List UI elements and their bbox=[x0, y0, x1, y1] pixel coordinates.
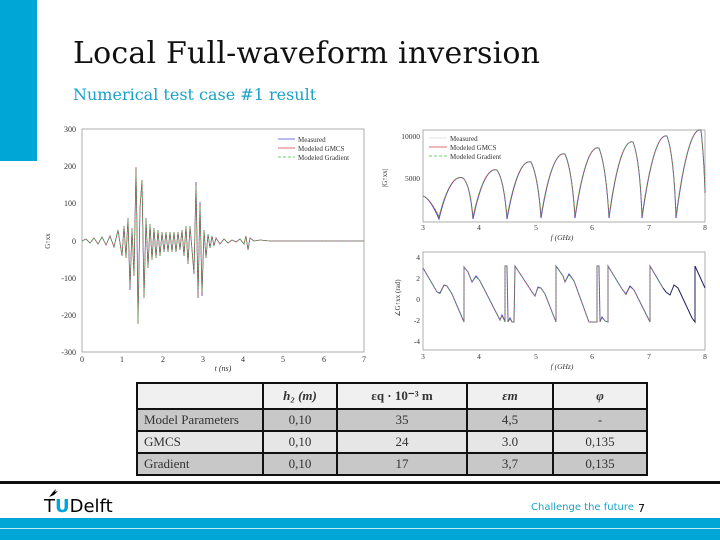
magnitude-chart: 10000 5000 3 4 5 6 7 8 f (GHz) |G↑xx| Me… bbox=[381, 129, 707, 242]
table-cell: 4,5 bbox=[466, 408, 554, 432]
y-axis-label: G↑xx bbox=[44, 233, 52, 249]
x-tick: 5 bbox=[281, 355, 285, 364]
legend-item: Modeled Gradient bbox=[450, 153, 501, 161]
y-tick: -300 bbox=[61, 348, 76, 357]
table-header: εm bbox=[466, 382, 554, 410]
table-cell: 3.0 bbox=[466, 430, 554, 454]
phase-chart: 4 2 0 -2 -4 3 4 5 6 7 8 f (GHz) ∠G↑xx (r… bbox=[394, 251, 707, 371]
y-tick: 0 bbox=[72, 237, 76, 246]
footer-stripe bbox=[0, 528, 720, 529]
table-header bbox=[136, 382, 264, 410]
x-tick: 5 bbox=[534, 352, 538, 361]
x-tick: 6 bbox=[590, 352, 594, 361]
x-tick: 7 bbox=[647, 352, 651, 361]
table-cell: Gradient bbox=[136, 452, 264, 476]
y-tick: 10000 bbox=[401, 132, 420, 141]
legend-item: Measured bbox=[450, 135, 478, 143]
x-tick: 7 bbox=[362, 355, 366, 364]
table-header: εq · 10⁻³ m bbox=[336, 382, 468, 410]
y-tick: -100 bbox=[61, 274, 76, 283]
x-tick: 3 bbox=[421, 352, 425, 361]
table-cell: 0,10 bbox=[262, 452, 338, 476]
legend-item: Modeled GMCS bbox=[298, 145, 345, 153]
logo-u: U bbox=[55, 496, 70, 517]
logo-text: TUDelft bbox=[44, 496, 113, 517]
x-tick: 6 bbox=[322, 355, 326, 364]
time-domain-chart: 300 200 100 0 -100 -200 -300 0 1 2 3 4 5… bbox=[44, 125, 366, 373]
x-tick: 8 bbox=[703, 223, 707, 232]
x-tick: 6 bbox=[590, 223, 594, 232]
table-cell: 0,10 bbox=[262, 430, 338, 454]
table-cell: 0,135 bbox=[552, 430, 648, 454]
y-tick: 100 bbox=[64, 199, 76, 208]
y-axis-label: ∠G↑xx (rad) bbox=[394, 279, 402, 317]
x-tick: 8 bbox=[703, 352, 707, 361]
y-tick: -200 bbox=[61, 311, 76, 320]
table-row: Gradient 0,10 17 3,7 0,135 bbox=[136, 452, 648, 476]
legend-item: Modeled Gradient bbox=[298, 154, 349, 162]
table-cell: 0,135 bbox=[552, 452, 648, 476]
legend-item: Modeled GMCS bbox=[450, 144, 497, 152]
table-row: Model Parameters 0,10 35 4,5 - bbox=[136, 408, 648, 432]
tagline: Challenge the future bbox=[531, 502, 634, 513]
x-tick: 1 bbox=[120, 355, 124, 364]
x-axis-label: f (GHz) bbox=[551, 233, 574, 242]
logo-t: T bbox=[44, 496, 55, 517]
table-header: φ bbox=[552, 382, 648, 410]
x-axis-label: f (GHz) bbox=[551, 362, 574, 371]
x-tick: 3 bbox=[421, 223, 425, 232]
table-cell: Model Parameters bbox=[136, 408, 264, 432]
table-cell: GMCS bbox=[136, 430, 264, 454]
table-cell: - bbox=[552, 408, 648, 432]
legend: Measured Modeled GMCS Modeled Gradient bbox=[429, 135, 501, 161]
x-tick: 4 bbox=[241, 355, 245, 364]
table-header: h₂ (m) bbox=[262, 382, 338, 410]
flame-icon bbox=[49, 489, 58, 497]
table-cell: 24 bbox=[336, 430, 468, 454]
slide-subtitle: Numerical test case #1 result bbox=[73, 85, 317, 104]
y-tick: 0 bbox=[416, 295, 420, 304]
logo-delft: Delft bbox=[69, 496, 113, 517]
table-cell: 17 bbox=[336, 452, 468, 476]
tudelft-logo: TUDelft bbox=[44, 489, 124, 518]
y-tick: 5000 bbox=[405, 174, 420, 183]
table-cell: 3,7 bbox=[466, 452, 554, 476]
x-tick: 4 bbox=[477, 352, 481, 361]
legend-item: Measured bbox=[298, 136, 326, 144]
accent-sidebar bbox=[0, 0, 37, 161]
y-tick: 4 bbox=[416, 253, 420, 262]
x-tick: 4 bbox=[477, 223, 481, 232]
results-table: h₂ (m) εq · 10⁻³ m εm φ Model Parameters… bbox=[136, 382, 648, 476]
footer-band bbox=[0, 518, 720, 540]
y-tick: 200 bbox=[64, 162, 76, 171]
table-cell: 0,10 bbox=[262, 408, 338, 432]
x-axis-label: t (ns) bbox=[215, 364, 232, 373]
x-tick: 7 bbox=[647, 223, 651, 232]
table-row: GMCS 0,10 24 3.0 0,135 bbox=[136, 430, 648, 454]
x-tick: 0 bbox=[80, 355, 84, 364]
y-axis-label: |G↑xx| bbox=[381, 169, 389, 187]
slide-title: Local Full-waveform inversion bbox=[73, 36, 541, 71]
page-number: 7 bbox=[638, 502, 645, 515]
x-tick: 5 bbox=[534, 223, 538, 232]
legend: Measured Modeled GMCS Modeled Gradient bbox=[278, 136, 349, 162]
table-header-row: h₂ (m) εq · 10⁻³ m εm φ bbox=[136, 382, 648, 410]
table-cell: 35 bbox=[336, 408, 468, 432]
y-tick: 2 bbox=[416, 274, 420, 283]
y-tick: -2 bbox=[414, 316, 420, 325]
y-tick: -4 bbox=[414, 337, 420, 346]
x-tick: 2 bbox=[161, 355, 165, 364]
y-tick: 300 bbox=[64, 125, 76, 134]
x-tick: 3 bbox=[201, 355, 205, 364]
footer-divider bbox=[0, 481, 720, 484]
